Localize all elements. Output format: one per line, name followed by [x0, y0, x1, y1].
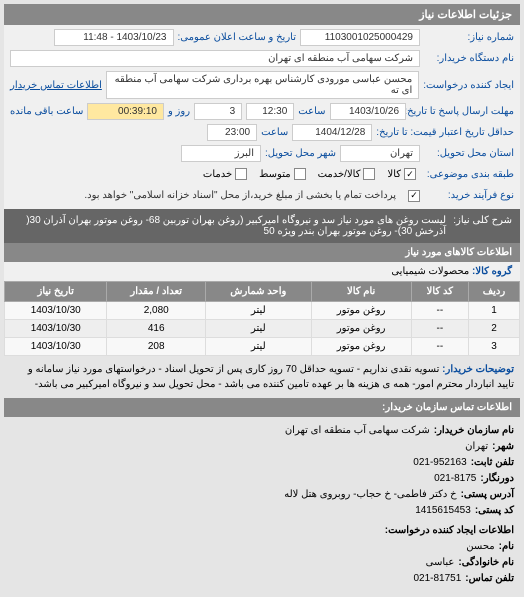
col-date: تاریخ نیاز: [5, 282, 107, 302]
delivery-city-label: شهر محل تحویل:: [265, 148, 336, 159]
table-cell: 2,080: [107, 302, 206, 320]
table-cell: لیتر: [206, 302, 312, 320]
address-value: خ دکتر فاطمی- خ حجاب- روبروی هتل لاله: [284, 487, 456, 503]
family-value: عباسی: [426, 555, 455, 571]
days-value: 3: [194, 103, 242, 120]
table-row: 3--روغن موتورلیتر2081403/10/30: [5, 338, 520, 356]
remaining-label: ساعت باقی مانده: [10, 106, 83, 117]
contact-body: نام سازمان خریدار: شرکت سهامی آب منطقه ا…: [4, 417, 520, 593]
table-cell: روغن موتور: [311, 338, 411, 356]
checkbox-khadamat[interactable]: [235, 168, 247, 180]
desc-title-label: شرح کلی نیاز:: [452, 215, 512, 237]
items-table: ردیف کد کالا نام کالا واحد شمارش تعداد /…: [4, 281, 520, 356]
table-cell: 208: [107, 338, 206, 356]
fax-value: 021-8175: [434, 471, 476, 487]
checkbox-kala-khadamat-label: کالا/خدمت: [318, 169, 361, 180]
description-section: شرح کلی نیاز: لیست روغن های مورد نیاز سد…: [4, 209, 520, 243]
col-unit: واحد شمارش: [206, 282, 312, 302]
creator-label: ایجاد کننده درخواست:: [423, 80, 514, 91]
table-cell: لیتر: [206, 338, 312, 356]
postcode-value: 1415615453: [415, 503, 471, 519]
announce-label: تاریخ و ساعت اعلان عمومی:: [178, 32, 297, 43]
table-cell: --: [411, 338, 468, 356]
announce-value: 1403/10/23 - 11:48: [54, 29, 174, 46]
kharid-note: پرداخت تمام یا بخشی از مبلغ خرید،از محل …: [76, 186, 404, 205]
checkbox-group: کالا کالا/خدمت متوسط خدمات: [199, 166, 420, 182]
address-label: آدرس پستی:: [461, 487, 514, 503]
table-cell: 2: [468, 320, 519, 338]
delivery-province-label: استان محل تحویل:: [424, 148, 514, 159]
city-value: تهران: [465, 439, 488, 455]
col-row: ردیف: [468, 282, 519, 302]
send-deadline-label: مهلت ارسال پاسخ تا تاریخ:: [410, 106, 514, 117]
table-cell: روغن موتور: [311, 302, 411, 320]
send-deadline-date: 1403/10/26: [330, 103, 407, 120]
desc-title-text: لیست روغن های مورد نیاز سد و نیروگاه امی…: [12, 215, 446, 237]
items-header: اطلاعات کالاهای مورد نیاز: [4, 243, 520, 262]
checkbox-kharid[interactable]: [408, 190, 420, 202]
creator-value: محسن عباسی مورودی کارشناس بهره برداری شر…: [106, 71, 419, 99]
checkbox-kala[interactable]: [404, 168, 416, 180]
details-section: شماره نیاز: 1103001025000429 تاریخ و ساع…: [4, 25, 520, 209]
col-qty: تعداد / مقدار: [107, 282, 206, 302]
contact-header: اطلاعات تماس سازمان خریدار:: [4, 398, 520, 417]
buyer-notes-label: توضیحات خریدار:: [442, 364, 514, 375]
family-label: نام خانوادگی:: [458, 555, 514, 571]
need-number-label: شماره نیاز:: [424, 32, 514, 43]
need-number-value: 1103001025000429: [300, 29, 420, 46]
phone-label: تلفن تماس:: [465, 571, 514, 587]
tel-value: 021-952163: [413, 455, 466, 471]
buyer-device-value: شرکت سهامی آب منطقه ای تهران: [10, 50, 420, 67]
name-label: نام:: [499, 539, 514, 555]
validity-date: 1404/12/28: [292, 124, 372, 141]
table-cell: لیتر: [206, 320, 312, 338]
send-deadline-time: 12:30: [246, 103, 294, 120]
checkbox-motevasset[interactable]: [294, 168, 306, 180]
postcode-label: کد پستی:: [475, 503, 514, 519]
table-cell: 416: [107, 320, 206, 338]
table-cell: 1403/10/30: [5, 302, 107, 320]
col-name: نام کالا: [311, 282, 411, 302]
org-value: شرکت سهامی آب منطقه ای تهران: [285, 423, 430, 439]
delivery-province: تهران: [340, 145, 420, 162]
piece-type-label: طبقه بندی موضوعی:: [424, 169, 514, 180]
table-cell: 1403/10/30: [5, 320, 107, 338]
days-label: روز و: [168, 106, 190, 117]
col-code: کد کالا: [411, 282, 468, 302]
contact-info-link[interactable]: اطلاعات تماس خریدار: [10, 80, 102, 91]
time-label-2: ساعت: [261, 127, 288, 138]
buyer-device-label: نام دستگاه خریدار:: [424, 53, 514, 64]
group-label: گروه کالا:: [472, 266, 512, 277]
table-cell: 3: [468, 338, 519, 356]
org-label: نام سازمان خریدار:: [434, 423, 514, 439]
fax-label: دورنگار:: [480, 471, 514, 487]
main-header: جزئیات اطلاعات نیاز: [4, 4, 520, 25]
validity-label: حداقل تاریخ اعتبار قیمت: تا تاریخ:: [376, 127, 514, 138]
tel-label: تلفن ثابت:: [471, 455, 514, 471]
table-cell: --: [411, 302, 468, 320]
checkbox-motevasset-label: متوسط: [259, 169, 290, 180]
delivery-city: البرز: [181, 145, 261, 162]
kharid-type-label: نوع فرآیند خرید:: [424, 190, 514, 201]
city-label: شهر:: [492, 439, 514, 455]
creator-header-label: اطلاعات ایجاد کننده درخواست:: [385, 523, 514, 539]
buyer-notes-section: توضیحات خریدار: تسویه نقدی نداریم - تسوی…: [4, 356, 520, 398]
phone-value: 021-81751: [413, 571, 461, 587]
remaining-time: 00:39:10: [87, 103, 164, 120]
table-cell: 1: [468, 302, 519, 320]
checkbox-kala-khadamat[interactable]: [363, 168, 375, 180]
table-row: 2--روغن موتورلیتر4161403/10/30: [5, 320, 520, 338]
table-cell: 1403/10/30: [5, 338, 107, 356]
validity-time: 23:00: [207, 124, 257, 141]
time-label-1: ساعت: [298, 106, 325, 117]
table-cell: --: [411, 320, 468, 338]
checkbox-khadamat-label: خدمات: [203, 169, 232, 180]
table-cell: روغن موتور: [311, 320, 411, 338]
checkbox-kala-label: کالا: [387, 169, 401, 180]
name-value: محسن: [466, 539, 494, 555]
table-row: 1--روغن موتورلیتر2,0801403/10/30: [5, 302, 520, 320]
group-value: محصولات شیمیایی: [391, 266, 469, 277]
